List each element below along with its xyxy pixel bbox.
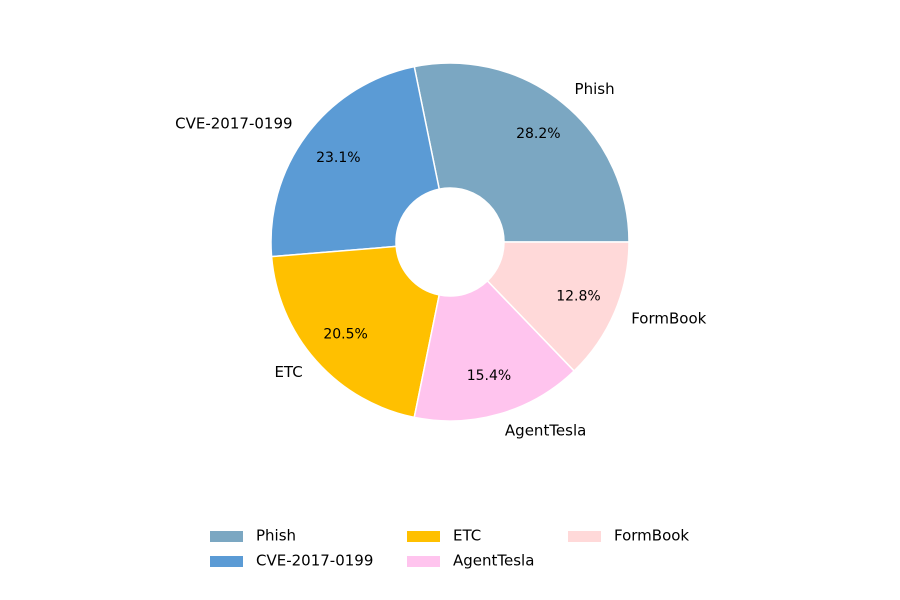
pct-label-agenttesla: 15.4% [467,368,511,384]
slice-label-phish: Phish [575,80,615,98]
legend-label-etc: ETC [453,527,481,545]
pie-slice-cve-2017-0199 [270,65,440,258]
legend-swatch-agenttesla [407,556,440,567]
pct-label-cve-2017-0199: 23.1% [316,150,360,166]
pie-slice-etc [270,245,440,419]
slice-label-cve-2017-0199: CVE-2017-0199 [175,114,292,132]
legend-swatch-formbook [568,531,601,542]
pct-label-formbook: 12.8% [556,289,600,305]
pct-label-etc: 20.5% [323,327,367,343]
slice-label-agenttesla: AgentTesla [505,422,586,440]
legend-swatch-cve-2017-0199 [210,556,243,567]
legend-swatch-etc [407,531,440,542]
slice-labels: Phish CVE-2017-0199 ETC AgentTesla FormBook [175,80,706,440]
legend-label-phish: Phish [256,527,296,545]
legend-label-agenttesla: AgentTesla [453,552,534,570]
slice-label-formbook: FormBook [631,310,706,328]
pie-slices [270,62,630,422]
pct-label-phish: 28.2% [516,126,560,142]
pie-slice-formbook [486,241,630,372]
slice-label-etc: ETC [274,363,302,381]
legend-label-formbook: FormBook [614,527,689,545]
legend-swatch-phish [210,531,243,542]
percentage-labels: 28.2% 23.1% 20.5% 15.4% 12.8% [316,126,601,384]
pie-slice-agenttesla [413,280,575,422]
legend-label-cve-2017-0199: CVE-2017-0199 [256,552,373,570]
pie-slice-phish [413,62,630,243]
legend: Phish CVE-2017-0199 ETC AgentTesla FormBook [210,527,689,570]
